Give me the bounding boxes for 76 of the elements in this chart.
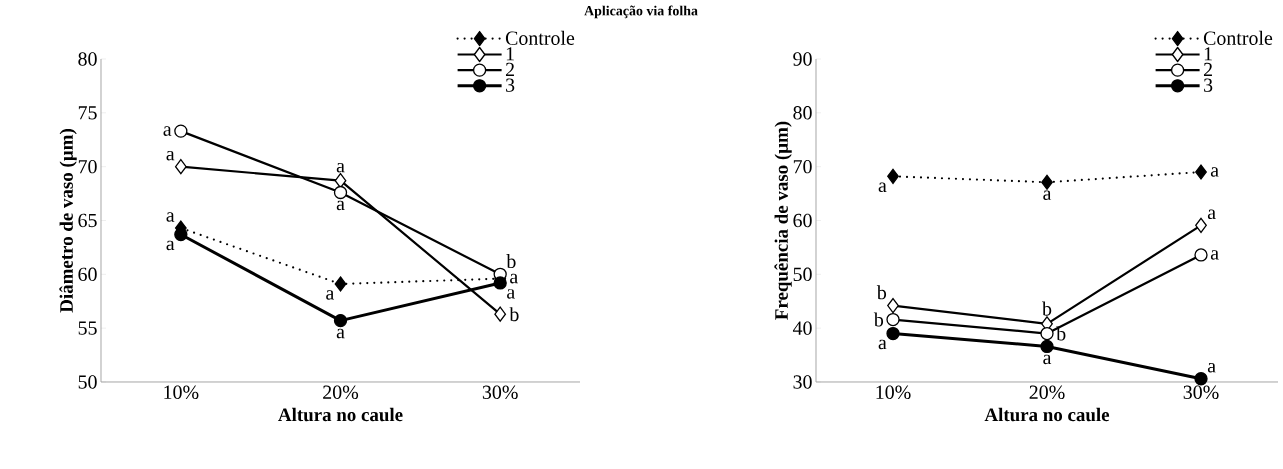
- point: [887, 297, 899, 314]
- point: [174, 124, 188, 138]
- y-tick-label: 55: [78, 321, 97, 335]
- y-tick-label: 50: [793, 267, 812, 282]
- annotation: a: [336, 162, 345, 173]
- x-axis-title: Altura no caule: [278, 407, 403, 422]
- legend-label: 1: [1204, 47, 1212, 61]
- annotation: a: [507, 289, 515, 299]
- y-axis-title: Frequência de vaso (µm): [774, 121, 792, 320]
- y-tick-label: 80: [793, 106, 812, 120]
- legend-label: 2: [505, 62, 514, 76]
- y-tick-label: 50: [78, 375, 97, 389]
- annotation: a: [336, 200, 345, 211]
- annotation: a: [326, 290, 335, 300]
- y-tick-label: 65: [78, 213, 97, 228]
- x-tick-label: 20%: [1029, 385, 1065, 400]
- point: [1195, 164, 1207, 180]
- point: [886, 312, 900, 327]
- x-tick-label: 10%: [876, 385, 911, 400]
- x-tick-label: 10%: [164, 385, 199, 400]
- x-axis-title: Altura no caule: [984, 407, 1110, 422]
- y-tick-label: 30: [793, 375, 812, 389]
- point: [1194, 248, 1208, 262]
- annotation: a: [1043, 354, 1052, 365]
- point: [494, 306, 507, 322]
- legend-label: 3: [1204, 78, 1213, 92]
- annotation: a: [878, 339, 887, 350]
- y-tick-label: 60: [78, 267, 97, 282]
- point: [1041, 174, 1053, 190]
- point: [1194, 372, 1208, 386]
- annotation: a: [878, 182, 887, 193]
- point: [1195, 217, 1207, 233]
- point: [174, 159, 187, 175]
- y-axis-title: Diâmetro de vaso (µm): [59, 129, 77, 313]
- annotation: b: [509, 307, 519, 322]
- annotation: a: [1043, 190, 1052, 200]
- annotation: b: [1042, 301, 1052, 316]
- y-tick-label: 75: [78, 106, 97, 120]
- annotation: a: [1207, 363, 1216, 373]
- point: [1040, 339, 1054, 354]
- annotation: a: [336, 328, 345, 339]
- y-tick-label: 70: [78, 159, 97, 174]
- annotation: a: [166, 240, 175, 251]
- annotation: a: [166, 150, 175, 161]
- legend-label: 1: [506, 47, 514, 61]
- y-tick-label: 90: [793, 52, 812, 66]
- annotation: a: [510, 273, 518, 284]
- point: [334, 173, 347, 189]
- annotation: a: [1210, 167, 1219, 177]
- point: [1040, 326, 1054, 341]
- annotation: a: [1207, 209, 1216, 220]
- annotation: a: [163, 126, 172, 136]
- legend-label: Controle: [505, 30, 575, 45]
- annotation: b: [873, 312, 884, 327]
- text: Aplicação via folha: [584, 5, 698, 19]
- y-tick-label: 60: [793, 213, 812, 228]
- x-tick-label: 30%: [1183, 385, 1219, 400]
- y-tick-label: 40: [792, 321, 812, 335]
- legend-label: 2: [1203, 62, 1212, 76]
- legend-label: 3: [506, 78, 515, 92]
- legend-label: Controle: [1203, 30, 1273, 45]
- annotation: b: [876, 285, 887, 300]
- x-tick-label: 20%: [323, 385, 359, 400]
- y-tick-label: 70: [793, 159, 812, 174]
- point: [887, 168, 899, 184]
- point: [333, 313, 348, 328]
- point: [886, 326, 900, 341]
- point: [493, 276, 507, 290]
- point: [334, 276, 347, 292]
- point: [174, 227, 188, 242]
- x-tick-label: 30%: [482, 385, 518, 400]
- y-tick-label: 80: [78, 52, 97, 66]
- annotation: a: [166, 212, 175, 222]
- annotation: b: [506, 254, 516, 269]
- annotation: a: [1210, 250, 1219, 260]
- point: [333, 185, 348, 200]
